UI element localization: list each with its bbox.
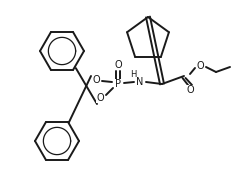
Text: O: O xyxy=(92,75,100,85)
Text: H: H xyxy=(130,69,136,79)
Text: O: O xyxy=(186,85,194,95)
Text: P: P xyxy=(115,79,121,89)
Text: O: O xyxy=(196,61,204,71)
Text: O: O xyxy=(114,60,122,70)
Text: N: N xyxy=(136,77,144,87)
Text: O: O xyxy=(96,93,104,103)
